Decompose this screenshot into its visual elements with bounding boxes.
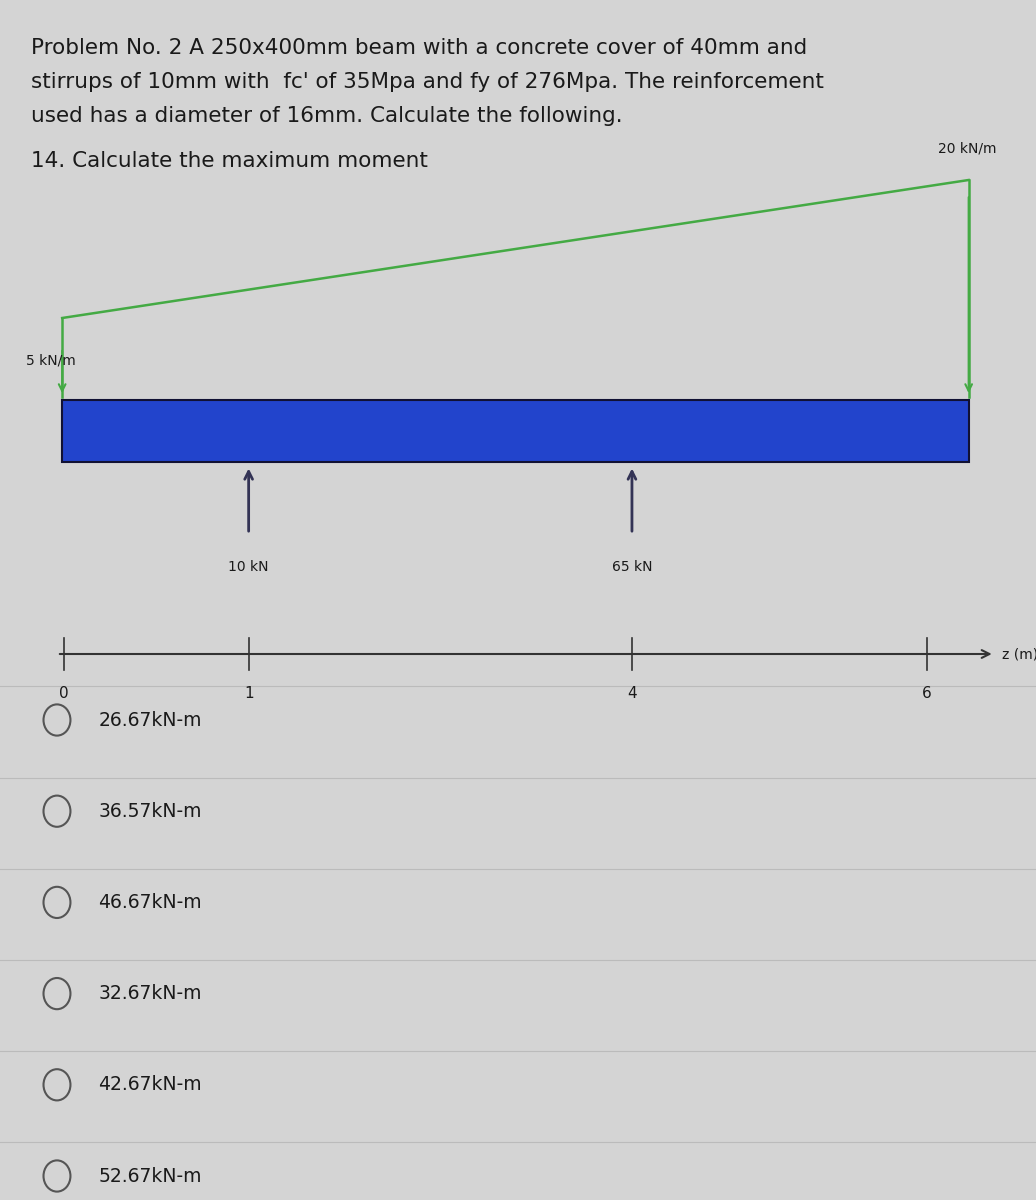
Text: Problem No. 2 A 250x400mm beam with a concrete cover of 40mm and: Problem No. 2 A 250x400mm beam with a co… bbox=[31, 38, 807, 59]
Text: 14. Calculate the maximum moment: 14. Calculate the maximum moment bbox=[31, 151, 428, 172]
Text: 46.67kN-m: 46.67kN-m bbox=[98, 893, 202, 912]
Text: 32.67kN-m: 32.67kN-m bbox=[98, 984, 202, 1003]
Text: z (m): z (m) bbox=[1002, 647, 1036, 661]
Text: 10 kN: 10 kN bbox=[228, 560, 269, 575]
Text: 0: 0 bbox=[59, 686, 69, 701]
Text: 1: 1 bbox=[243, 686, 254, 701]
Text: 42.67kN-m: 42.67kN-m bbox=[98, 1075, 202, 1094]
Text: 52.67kN-m: 52.67kN-m bbox=[98, 1166, 202, 1186]
Text: 5 kN/m: 5 kN/m bbox=[26, 353, 76, 367]
Text: 6: 6 bbox=[922, 686, 932, 701]
Text: 26.67kN-m: 26.67kN-m bbox=[98, 710, 202, 730]
Text: 65 kN: 65 kN bbox=[611, 560, 653, 575]
Text: 36.57kN-m: 36.57kN-m bbox=[98, 802, 202, 821]
Text: 4: 4 bbox=[627, 686, 637, 701]
Text: stirrups of 10mm with  fc' of 35Mpa and fy of 276Mpa. The reinforcement: stirrups of 10mm with fc' of 35Mpa and f… bbox=[31, 72, 824, 92]
Text: used has a diameter of 16mm. Calculate the following.: used has a diameter of 16mm. Calculate t… bbox=[31, 106, 623, 126]
Bar bbox=[62, 400, 969, 462]
Text: 20 kN/m: 20 kN/m bbox=[938, 142, 996, 156]
